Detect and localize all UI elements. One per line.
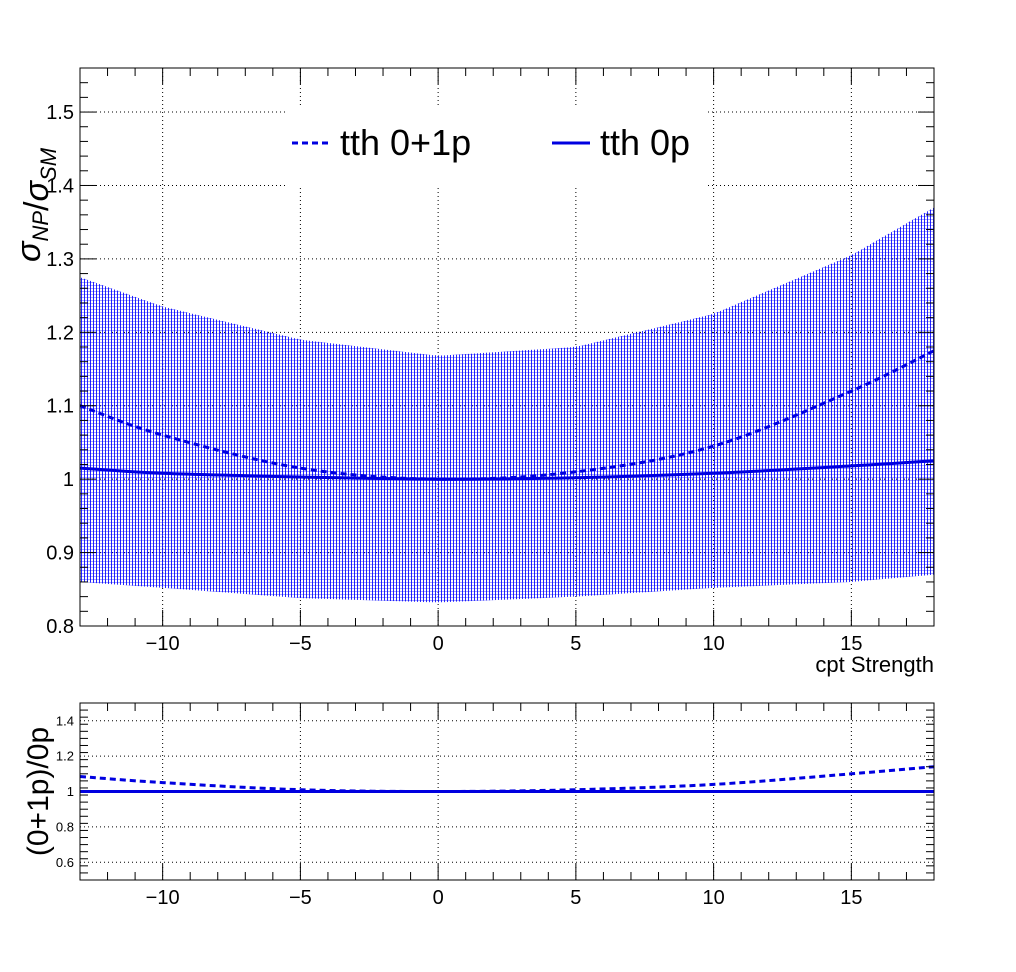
ratio-data (80, 765, 934, 794)
legend: tth 0+1p tth 0p (286, 106, 706, 186)
x-tick-label: −5 (289, 633, 312, 655)
tth-0p-series-line (80, 459, 934, 481)
x-tick-label: 5 (570, 887, 581, 909)
y-tick-label: 1 (63, 469, 74, 491)
x-tick-label: −10 (146, 887, 180, 909)
x-tick-label: 10 (702, 887, 724, 909)
main-panel: −10 −5 0 5 10 15 0.8 0.9 1 1.1 1.2 1.3 1.4 1.5 cpt Str… (10, 67, 935, 677)
y-tick-label: 1.4 (56, 713, 74, 728)
x-tick-label: 0 (433, 887, 444, 909)
y-tick-label: 0.8 (46, 616, 74, 638)
y-axis-title: (0+1p)/0p (22, 727, 55, 856)
y-tick-label: 0.6 (56, 855, 74, 870)
y-tick-label: 1.1 (46, 396, 74, 418)
x-tick-label: 5 (570, 633, 581, 655)
x-tick-label: 0 (433, 633, 444, 655)
legend-label: tth 0p (600, 122, 690, 163)
y-tick-label: 1 (67, 784, 74, 799)
y-tick-label: 1.4 (46, 175, 74, 197)
x-tick-label: −10 (146, 633, 180, 655)
x-tick-label: 10 (702, 633, 724, 655)
main-data (80, 207, 934, 603)
ratio-panel: −10 −5 0 5 10 15 0.6 0.8 1 1.2 1.4(0+1p)/0p (22, 702, 935, 909)
ratio-frame (79, 702, 935, 881)
ratio-0p1p-series-line (80, 765, 934, 794)
y-tick-label: 1.2 (46, 322, 74, 344)
x-tick-label: −5 (289, 887, 312, 909)
x-tick-label: 15 (840, 633, 862, 655)
x-axis-title: cpt Strength (815, 652, 934, 677)
x-tick-label: 15 (840, 887, 862, 909)
legend-box (286, 106, 706, 186)
y-axis-title: σNP/σSM (10, 147, 61, 262)
uncertainty-band (80, 207, 934, 603)
y-tick-label: 1.2 (56, 749, 74, 764)
y-tick-label: 0.9 (46, 543, 74, 565)
y-tick-label: 1.3 (46, 249, 74, 271)
legend-label: tth 0+1p (340, 122, 471, 163)
y-tick-label: 0.8 (56, 819, 74, 834)
y-tick-label: 1.5 (46, 102, 74, 124)
